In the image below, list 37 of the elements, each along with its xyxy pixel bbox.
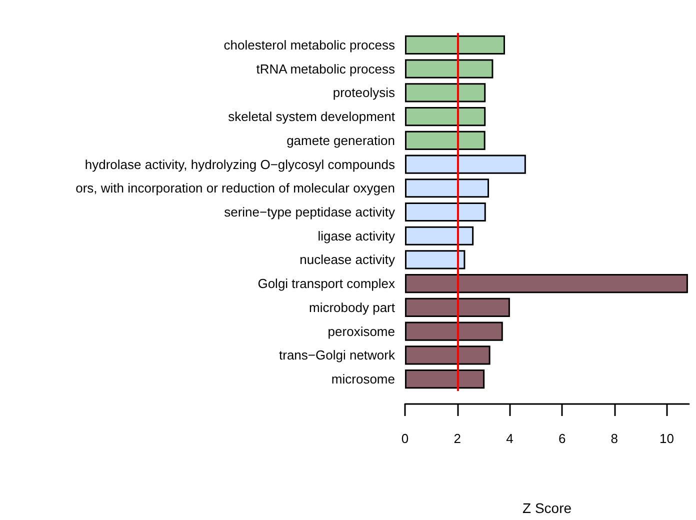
- bar: [405, 226, 474, 246]
- y-tick-label: ors, with incorporation or reduction of molecular oxygen: [76, 180, 395, 196]
- bar: [405, 106, 486, 126]
- x-tick-label: 8: [610, 431, 618, 446]
- bar: [405, 35, 505, 54]
- x-axis-title: Z Score: [522, 500, 572, 516]
- x-tick-label: 6: [558, 431, 566, 446]
- bar: [405, 322, 503, 341]
- bar: [405, 59, 494, 78]
- bar: [405, 130, 486, 150]
- x-tick-label: 4: [506, 431, 514, 446]
- y-tick-label: peroxisome: [328, 324, 395, 339]
- bar: [405, 346, 490, 365]
- bar: [405, 298, 510, 318]
- y-tick-label: nuclease activity: [300, 252, 396, 268]
- y-tick-label: serine−type peptidase activity: [224, 204, 396, 220]
- bar: [405, 154, 526, 174]
- y-tick-label: microsome: [331, 372, 395, 387]
- y-tick-label: hydrolase activity, hydrolyzing O−glycosyl compounds: [84, 156, 396, 172]
- y-tick-label: Golgi transport complex: [258, 276, 396, 292]
- bar: [405, 370, 485, 389]
- bar: [405, 274, 688, 294]
- bar: [405, 250, 466, 270]
- x-tick-label: 10: [660, 431, 674, 446]
- bar: [405, 178, 490, 198]
- y-tick-label: tRNA metabolic process: [256, 61, 396, 76]
- y-tick-label: ligase activity: [318, 228, 396, 244]
- x-tick-label: 0: [401, 431, 409, 446]
- y-tick-label: gamete generation: [286, 132, 395, 148]
- y-tick-label: proteolysis: [332, 85, 396, 100]
- y-tick-label: trans−Golgi network: [279, 348, 396, 363]
- bar: [405, 202, 486, 222]
- y-tick-label: microbody part: [309, 300, 396, 315]
- x-tick-label: 2: [454, 431, 461, 446]
- bar: [405, 83, 486, 102]
- y-tick-label: skeletal system development: [228, 109, 396, 124]
- y-tick-label: cholesterol metabolic process: [224, 37, 396, 52]
